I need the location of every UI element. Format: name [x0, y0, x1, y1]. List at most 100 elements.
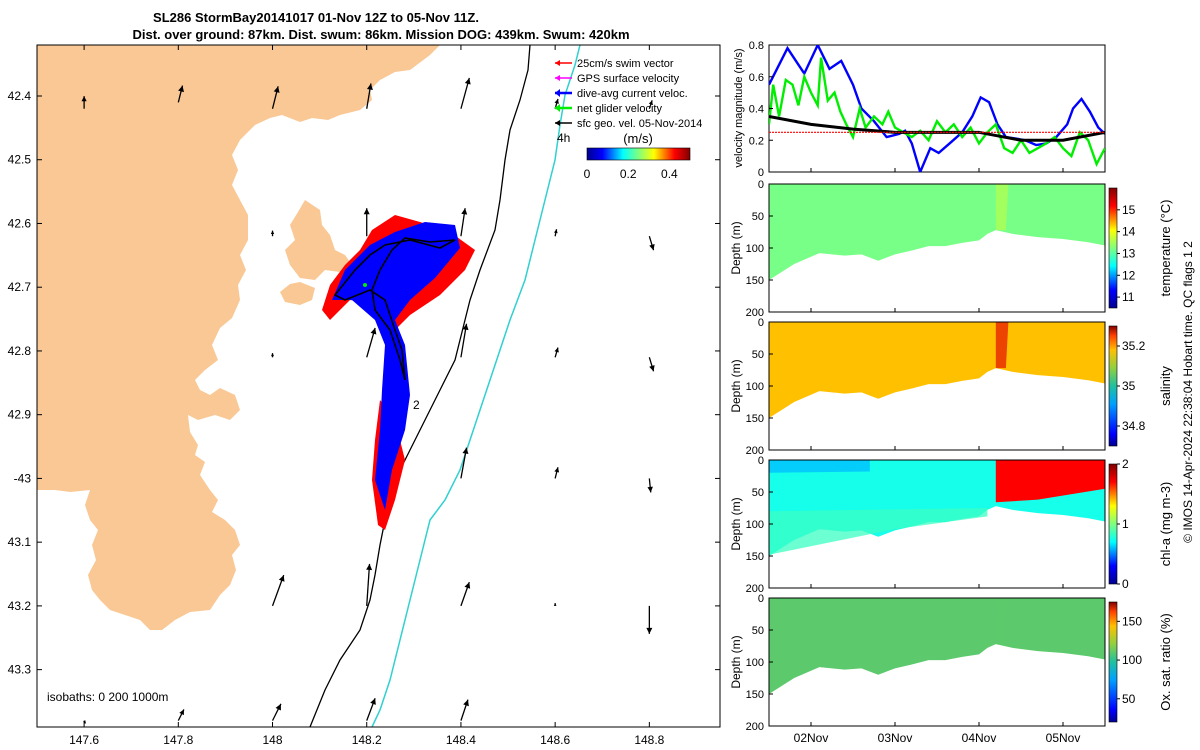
section-colorbar-tick-label: 100 [1122, 653, 1142, 667]
velocity-series-line [769, 45, 1105, 172]
current-arrow-head [648, 100, 653, 106]
map-y-tick-label: 42.7 [8, 280, 32, 294]
section-colorbar-label: chl-a (mg m-3) [1158, 482, 1173, 567]
map-colorbar: (m/s) 0 0.2 0.4 [584, 131, 691, 181]
current-arrow-head [553, 229, 558, 234]
map-x-ticks: 147.6 147.8 148 148.2 148.4 148.6 148.8 [69, 45, 665, 747]
section-colorbar-tick-label: 34.8 [1122, 419, 1146, 433]
map-x-tick-label: 148.8 [634, 733, 664, 747]
section-colorbar [1108, 601, 1118, 723]
land-island-1 [285, 200, 350, 280]
colorbar-tick-label: 0.2 [620, 167, 637, 181]
section-colorbar-tick-label: 12 [1122, 268, 1136, 282]
current-arrow-head [462, 323, 469, 331]
section-y-tick-label: 50 [752, 625, 764, 637]
colorbar-tick-label: 0.4 [661, 167, 678, 181]
track-glider [333, 237, 456, 381]
credit-text: © IMOS 14-Apr-2024 22:38:04 Hobart time.… [1181, 241, 1195, 543]
section-colorbar-label: salinity [1158, 366, 1173, 406]
section-data-fill [769, 322, 1105, 418]
current-arrow-head [366, 563, 373, 571]
section-high-patch [995, 322, 1009, 369]
section-ylabel: Depth (m) [729, 221, 743, 274]
section-deep-patch [769, 508, 988, 555]
section-colorbar [1108, 463, 1118, 585]
map-current-arrows [81, 77, 655, 724]
current-arrow-head [554, 347, 559, 353]
current-arrow-head [370, 698, 376, 705]
section-y-tick-label: 200 [746, 307, 764, 319]
current-arrow-head [462, 447, 469, 455]
current-arrow-head [464, 77, 471, 85]
section-high-patch [995, 598, 1009, 645]
salinity-section: 0 50 100 150 200 Depth (m) 35.2 35 34.8 salinity [729, 317, 1173, 457]
section-low-patch [769, 460, 870, 473]
section-colorbar-tick-label: 150 [1122, 614, 1142, 628]
section-high-patch [995, 184, 1009, 231]
section-y-tick-label: 200 [746, 721, 764, 733]
isobath-label: isobaths: 0 200 1000m [47, 690, 168, 704]
current-arrow-head [554, 467, 560, 473]
section-y-tick-label: 100 [746, 519, 764, 531]
current-arrow-head [178, 85, 184, 93]
map-y-tick-label: 42.8 [8, 344, 32, 358]
section-ylabel: Depth (m) [729, 635, 743, 688]
section-colorbar-tick-label: 35 [1122, 379, 1136, 393]
velocity-y-tick-label: 0.4 [749, 104, 764, 116]
current-arrow-head [463, 699, 469, 707]
section-colorbar-tick-label: 11 [1122, 290, 1135, 304]
section-y-tick-label: 150 [746, 413, 764, 425]
chla-section: 0 50 100 150 200 Depth (m) 2 1 0 chl-a (mg m-3) [729, 455, 1173, 595]
map-x-tick-label: 147.6 [69, 733, 99, 747]
section-y-tick-label: 0 [758, 317, 764, 329]
velocity-y-tick-label: 0.2 [749, 135, 764, 147]
section-colorbar-tick-label: 1 [1122, 517, 1129, 531]
map-x-tick-label: 148 [263, 733, 283, 747]
section-colorbar-tick-label: 0 [1122, 577, 1129, 591]
section-y-tick-label: 200 [746, 583, 764, 595]
current-arrow-head [554, 98, 559, 104]
velocity-y-tick-label: 0.6 [749, 72, 764, 84]
time-tick-label: 05Nov [1046, 731, 1081, 745]
land-mainland [37, 45, 440, 630]
annotation-2: 2 [413, 398, 420, 412]
velocity-ylabel: velocity magnitude (m/s) [733, 48, 745, 167]
map-y-tick-label: 42.9 [8, 408, 32, 422]
title-line-1: SL286 StormBay20141017 01-Nov 12Z to 05-… [153, 10, 479, 25]
legend-swim: 25cm/s swim vector [577, 58, 674, 70]
section-colorbar [1108, 325, 1118, 447]
section-colorbar-tick-label: 14 [1122, 225, 1136, 239]
map-x-tick-label: 147.8 [163, 733, 193, 747]
current-arrow-head [553, 603, 557, 606]
track-map: 147.6 147.8 148 148.2 148.4 148.6 148.8 42.442… [8, 44, 721, 747]
land-island-3 [340, 55, 400, 75]
section-y-tick-label: 50 [752, 211, 764, 223]
section-y-tick-label: 150 [746, 689, 764, 701]
current-arrow-head [270, 230, 275, 235]
section-y-tick-label: 50 [752, 349, 764, 361]
section-high-patch [995, 460, 1105, 503]
section-y-tick-label: 0 [758, 455, 764, 467]
legend-current: dive-avg current veloc. [577, 88, 688, 100]
time-tick-label: 02Nov [794, 731, 829, 745]
map-y-tick-label: 42.6 [8, 216, 32, 230]
section-y-tick-label: 200 [746, 445, 764, 457]
velocity-y-tick-label: 0.8 [749, 40, 764, 52]
land-island-2 [280, 282, 315, 305]
current-arrow-head [649, 243, 655, 251]
section-colorbar-tick-label: 50 [1122, 692, 1136, 706]
annotation-4h: 4h [557, 131, 570, 145]
isobath-1000 [371, 45, 581, 727]
title-line-2: Dist. over ground: 87km. Dist. swum: 86k… [132, 27, 629, 42]
current-arrow-head [366, 83, 373, 90]
section-colorbar-tick-label: 15 [1122, 203, 1136, 217]
current-arrow-head [370, 327, 377, 335]
colorbar-tick-label: 0 [584, 167, 591, 181]
map-y-tick-label: 42.4 [8, 89, 32, 103]
current-arrow-head [275, 703, 281, 711]
isobath-200 [309, 45, 531, 727]
current-arrow-head [270, 353, 275, 357]
temperature-section: 0 50 100 150 200 Depth (m) 15 14 13 12 11 temperatu… [729, 179, 1173, 319]
legend-gps: GPS surface velocity [577, 73, 680, 85]
